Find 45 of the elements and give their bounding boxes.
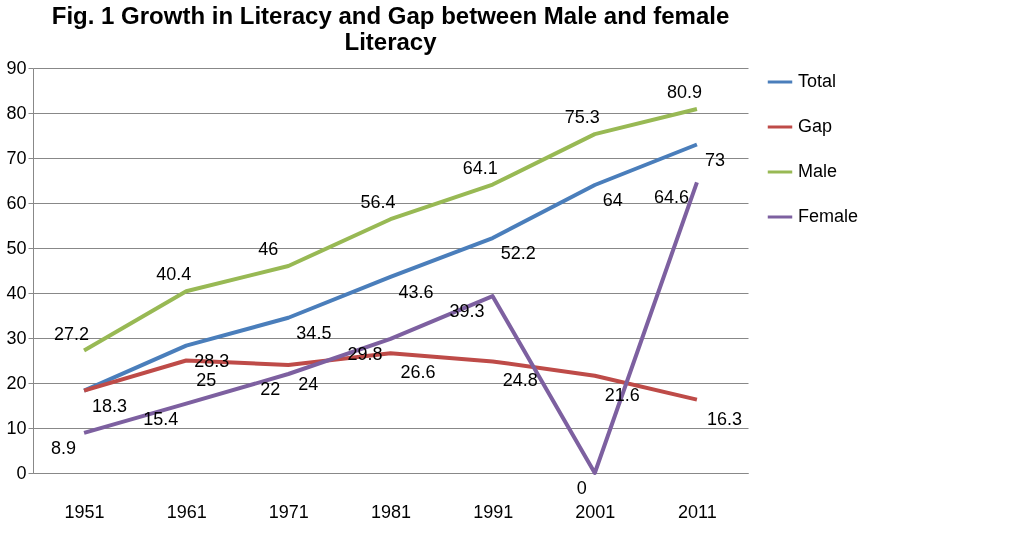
x-tick-label: 1971 bbox=[268, 501, 309, 522]
data-label: 18.3 bbox=[92, 395, 128, 416]
data-label: 25 bbox=[196, 369, 217, 390]
x-tick-label: 1981 bbox=[370, 501, 412, 522]
data-label: 40.4 bbox=[156, 264, 192, 285]
x-tick-label: 1961 bbox=[166, 501, 207, 522]
y-tick-label: 40 bbox=[6, 282, 27, 303]
data-label: 34.5 bbox=[296, 322, 332, 343]
x-tick-label: 1991 bbox=[473, 501, 514, 522]
legend-label: Gap bbox=[798, 116, 833, 136]
y-tick-label: 60 bbox=[6, 192, 27, 213]
data-label: 26.6 bbox=[400, 362, 436, 383]
data-label: 64.1 bbox=[462, 157, 498, 178]
x-tick-label: 2011 bbox=[678, 501, 717, 522]
legend-label: Total bbox=[798, 71, 837, 91]
data-label: 46 bbox=[258, 239, 279, 259]
data-label: 64 bbox=[602, 190, 623, 210]
legend-label: Male bbox=[798, 161, 838, 181]
data-label: 52.2 bbox=[500, 243, 536, 264]
data-label: 0 bbox=[576, 478, 587, 498]
data-label: 73 bbox=[704, 149, 725, 170]
data-label: 80.9 bbox=[666, 81, 702, 102]
data-label: 16.3 bbox=[706, 408, 742, 429]
y-tick-label: 90 bbox=[6, 57, 27, 78]
y-tick-label: 20 bbox=[6, 372, 27, 393]
legend-label: Female bbox=[798, 206, 859, 226]
y-tick-label: 80 bbox=[6, 102, 27, 123]
data-label: 22 bbox=[260, 379, 281, 399]
chart-title: Fig. 1 Growth in Literacy and Gap between Male and female Literacy bbox=[51, 2, 730, 55]
data-label: 75.3 bbox=[564, 107, 600, 128]
data-label: 15.4 bbox=[143, 408, 179, 429]
x-tick-label: 2001 bbox=[575, 501, 616, 522]
data-label: 43.6 bbox=[398, 281, 434, 302]
data-label: 8.9 bbox=[51, 437, 77, 458]
y-tick-label: 10 bbox=[6, 417, 27, 438]
y-tick-label: 50 bbox=[6, 237, 27, 258]
data-label: 64.6 bbox=[653, 187, 689, 208]
data-label: 27.2 bbox=[54, 323, 90, 344]
data-label: 24 bbox=[298, 374, 319, 394]
y-tick-label: 30 bbox=[6, 327, 27, 348]
x-tick-label: 1951 bbox=[64, 501, 105, 522]
data-label: 24.8 bbox=[502, 370, 538, 391]
y-tick-label: 70 bbox=[6, 147, 27, 168]
data-label: 56.4 bbox=[360, 192, 396, 213]
y-tick-label: 0 bbox=[16, 462, 27, 483]
